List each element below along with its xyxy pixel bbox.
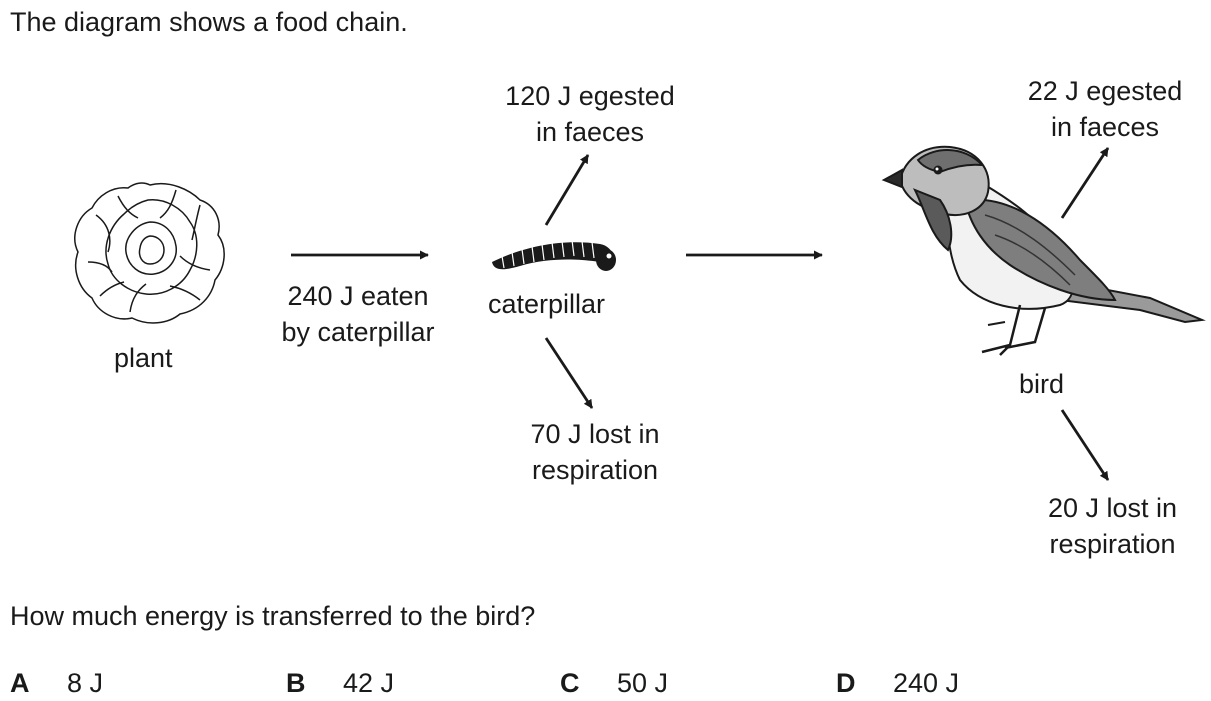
option-d-letter: D [836,668,856,698]
bird-respiration-line2: respiration [1049,529,1176,559]
bird-egested-label: 22 J egested in faeces [1005,73,1205,145]
option-b-letter: B [286,668,306,698]
bird-respiration-line1: 20 J lost in [1047,493,1178,523]
option-a-value: 8 J [67,668,104,698]
option-d[interactable]: D 240 J [836,665,959,701]
option-c-letter: C [560,668,580,698]
option-a[interactable]: A 8 J [10,665,103,701]
option-b[interactable]: B 42 J [286,665,394,701]
eaten-label: 240 J eaten by caterpillar [258,278,458,350]
eaten-label-line1: 240 J eaten [287,281,429,311]
intro-text: The diagram shows a food chain. [10,7,408,37]
plant-image [74,182,225,324]
plant-label: plant [114,343,173,373]
caterpillar-egested-line2: in faeces [535,117,645,147]
caterpillar-egested-line1: 120 J egested [505,81,675,111]
option-a-letter: A [10,668,30,698]
bird-image [881,145,1206,356]
option-c-value: 50 J [617,668,669,698]
arrow-caterpillar-egested [544,154,590,226]
caterpillar-image [492,239,616,271]
option-c[interactable]: C 50 J [560,665,668,701]
option-d-value: 240 J [893,668,960,698]
eaten-label-line2: by caterpillar [281,317,435,347]
option-b-value: 42 J [343,668,395,698]
caterpillar-label: caterpillar [488,289,606,319]
bird-egested-line2: in faeces [1050,112,1160,142]
arrow-caterpillar-respiration [544,337,594,409]
question-text: How much energy is transferred to the bi… [10,601,536,631]
bird-respiration-label: 20 J lost in respiration [1015,490,1210,562]
arrow-bird-egested [1060,147,1110,219]
bird-egested-line1: 22 J egested [1027,76,1183,106]
bird-label: bird [1019,369,1065,399]
caterpillar-egested-label: 120 J egested in faeces [490,78,690,150]
caterpillar-respiration-label: 70 J lost in respiration [500,416,690,488]
caterpillar-respiration-line1: 70 J lost in [530,419,660,449]
caterpillar-respiration-line2: respiration [531,455,659,485]
arrow-bird-respiration [1060,409,1110,481]
